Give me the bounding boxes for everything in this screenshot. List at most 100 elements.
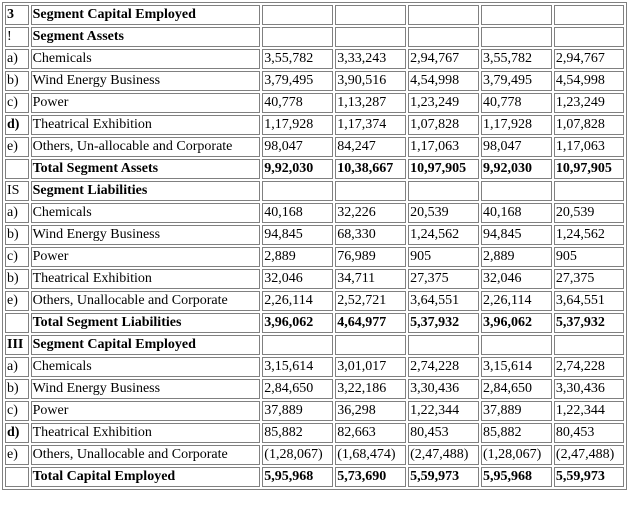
value-cell	[408, 181, 480, 201]
row-label: Chemicals	[30, 49, 261, 69]
table-row: c) Power 37,889 36,298 1,22,344 37,889 1,22,34…	[5, 401, 624, 421]
value-cell	[335, 27, 407, 47]
value-cell: 4,54,998	[408, 71, 480, 91]
row-label: Total Segment Assets	[30, 159, 261, 179]
value-cell: 3,79,495	[262, 71, 334, 91]
value-cell: 3,64,551	[408, 291, 480, 311]
row-index: d)	[5, 115, 29, 135]
value-cell: 68,330	[335, 225, 407, 245]
value-cell: 10,38,667	[335, 159, 407, 179]
row-label: Others, Un-allocable and Corporate	[30, 137, 261, 157]
row-label: Theatrical Exhibition	[30, 115, 261, 135]
value-cell	[408, 5, 480, 25]
value-cell: 3,33,243	[335, 49, 407, 69]
value-cell	[481, 5, 552, 25]
value-cell: 5,59,973	[553, 467, 624, 487]
value-cell	[262, 5, 334, 25]
value-cell: 2,84,650	[262, 379, 334, 399]
row-label: Total Segment Liabilities	[30, 313, 261, 333]
value-cell	[408, 335, 480, 355]
value-cell: 82,663	[335, 423, 407, 443]
value-cell: 9,92,030	[481, 159, 552, 179]
table-row: c) Power 40,778 1,13,287 1,23,249 40,778 1,23,…	[5, 93, 624, 113]
value-cell	[553, 27, 624, 47]
row-label: Others, Unallocable and Corporate	[30, 445, 261, 465]
row-label: Segment Capital Employed	[30, 5, 261, 25]
value-cell: 40,168	[481, 203, 552, 223]
value-cell: 1,22,344	[408, 401, 480, 421]
value-cell: 1,23,249	[408, 93, 480, 113]
value-cell: 3,96,062	[262, 313, 334, 333]
value-cell: 2,26,114	[481, 291, 552, 311]
row-index: b)	[5, 71, 29, 91]
table-row: a) Chemicals 3,55,782 3,33,243 2,94,767 3,55,…	[5, 49, 624, 69]
table-row: d) Theatrical Exhibition 1,17,928 1,17,374 1…	[5, 115, 624, 135]
value-cell: 85,882	[481, 423, 552, 443]
table-row: c) Power 2,889 76,989 905 2,889 905	[5, 247, 624, 267]
value-cell: 84,247	[335, 137, 407, 157]
value-cell: 76,989	[335, 247, 407, 267]
row-index	[5, 467, 29, 487]
value-cell: 2,889	[481, 247, 552, 267]
table-row: Total Capital Employed 5,95,968 5,73,690 5,…	[5, 467, 624, 487]
value-cell: 3,22,186	[335, 379, 407, 399]
row-index: b)	[5, 269, 29, 289]
value-cell: 3,64,551	[553, 291, 624, 311]
row-index: !	[5, 27, 29, 47]
table-row: e) Others, Unallocable and Corporate 2,26,…	[5, 291, 624, 311]
row-label: Segment Capital Employed	[30, 335, 261, 355]
value-cell: 2,94,767	[408, 49, 480, 69]
row-index: a)	[5, 203, 29, 223]
row-index: a)	[5, 49, 29, 69]
table-row: 3 Segment Capital Employed	[5, 5, 624, 25]
row-index: c)	[5, 401, 29, 421]
value-cell: 2,94,767	[553, 49, 624, 69]
value-cell: 2,889	[262, 247, 334, 267]
row-index	[5, 159, 29, 179]
value-cell: 20,539	[408, 203, 480, 223]
value-cell: 37,889	[481, 401, 552, 421]
value-cell	[481, 181, 552, 201]
value-cell: 80,453	[553, 423, 624, 443]
row-label: Others, Unallocable and Corporate	[30, 291, 261, 311]
value-cell: 9,92,030	[262, 159, 334, 179]
row-index: e)	[5, 445, 29, 465]
value-cell: 32,046	[481, 269, 552, 289]
value-cell: 1,22,344	[553, 401, 624, 421]
value-cell: 80,453	[408, 423, 480, 443]
value-cell: 32,046	[262, 269, 334, 289]
value-cell: (2,47,488)	[553, 445, 624, 465]
table-row: e) Others, Un-allocable and Corporate 98,0…	[5, 137, 624, 157]
row-index: b)	[5, 225, 29, 245]
value-cell	[335, 335, 407, 355]
row-index: e)	[5, 137, 29, 157]
table-row: b) Theatrical Exhibition 32,046 34,711 27,37…	[5, 269, 624, 289]
table-row: e) Others, Unallocable and Corporate (1,28…	[5, 445, 624, 465]
table-row: b) Wind Energy Business 2,84,650 3,22,186 3,…	[5, 379, 624, 399]
value-cell: 4,54,998	[553, 71, 624, 91]
value-cell: 905	[408, 247, 480, 267]
value-cell	[481, 335, 552, 355]
value-cell: 98,047	[481, 137, 552, 157]
value-cell	[408, 27, 480, 47]
value-cell: 2,74,228	[553, 357, 624, 377]
value-cell: 2,26,114	[262, 291, 334, 311]
row-index	[5, 313, 29, 333]
value-cell: 1,17,063	[553, 137, 624, 157]
value-cell: 94,845	[481, 225, 552, 245]
row-index: 3	[5, 5, 29, 25]
value-cell: 1,24,562	[553, 225, 624, 245]
value-cell	[553, 335, 624, 355]
row-label: Wind Energy Business	[30, 225, 261, 245]
value-cell: 40,778	[481, 93, 552, 113]
value-cell: 36,298	[335, 401, 407, 421]
value-cell	[553, 5, 624, 25]
table-row: III Segment Capital Employed	[5, 335, 624, 355]
value-cell	[553, 181, 624, 201]
value-cell: 5,37,932	[408, 313, 480, 333]
value-cell	[335, 5, 407, 25]
table-body: 3 Segment Capital Employed! Segment Assets…	[5, 5, 624, 487]
value-cell	[262, 27, 334, 47]
row-label: Power	[30, 93, 261, 113]
value-cell: 3,15,614	[262, 357, 334, 377]
